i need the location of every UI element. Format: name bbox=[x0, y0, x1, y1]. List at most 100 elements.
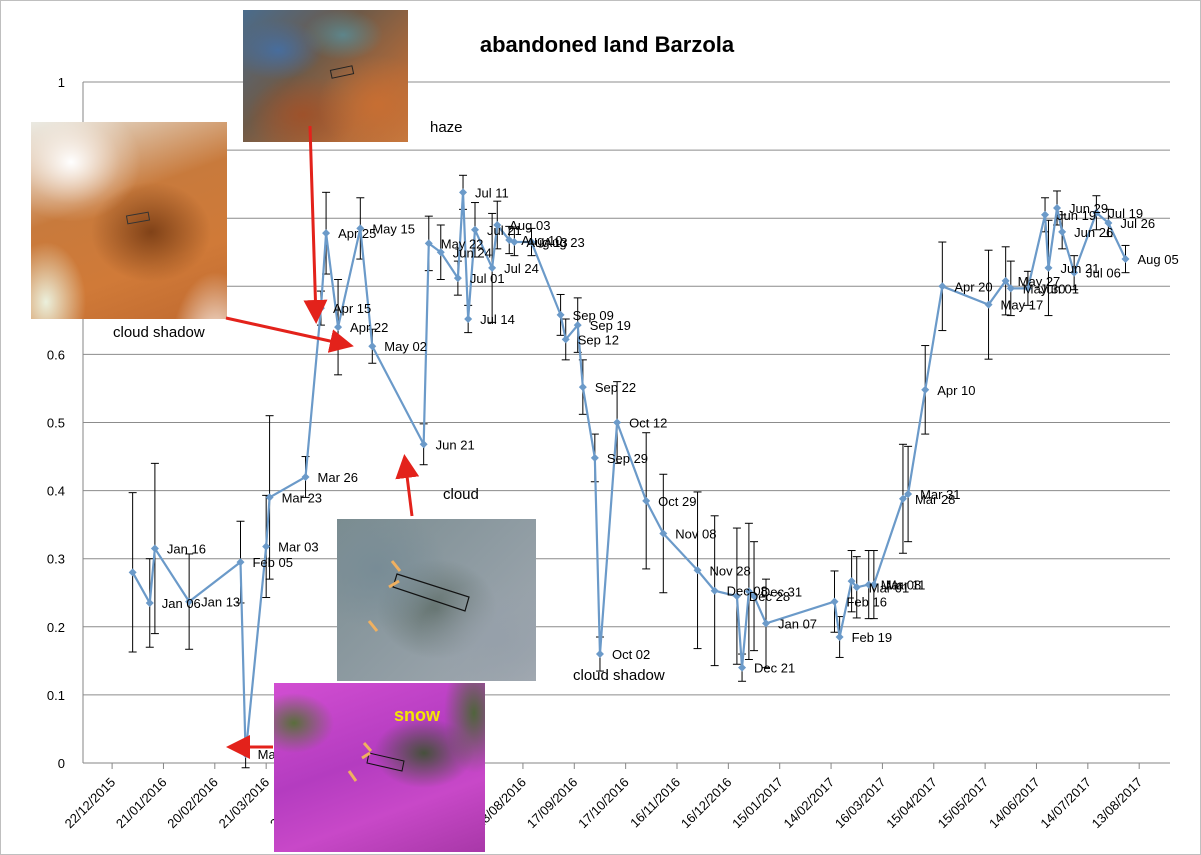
data-point bbox=[1053, 203, 1062, 212]
data-label: Jan 13 bbox=[201, 595, 240, 610]
data-point bbox=[738, 663, 747, 672]
cloud-field-marker bbox=[367, 560, 470, 632]
data-point bbox=[1121, 255, 1130, 264]
snow-field-marker bbox=[347, 742, 405, 782]
data-label: Apr 20 bbox=[954, 279, 992, 294]
data-point bbox=[265, 493, 274, 502]
data-label: Apr 15 bbox=[333, 301, 371, 316]
data-point bbox=[642, 496, 651, 505]
data-point bbox=[464, 314, 473, 323]
data-point bbox=[847, 577, 856, 586]
data-point bbox=[301, 472, 310, 481]
x-tick-label: 14/07/2017 bbox=[1037, 775, 1094, 832]
data-label: Jun 21 bbox=[436, 437, 475, 452]
data-label: May 22 bbox=[441, 236, 484, 251]
data-point bbox=[898, 494, 907, 503]
data-label: Sep 12 bbox=[578, 332, 619, 347]
cloud-shadow-annotation-2: cloud shadow bbox=[573, 667, 665, 684]
data-point bbox=[561, 335, 570, 344]
data-label: Jan 06 bbox=[162, 596, 201, 611]
data-label: Mar 23 bbox=[282, 490, 322, 505]
data-label: Feb 05 bbox=[252, 555, 292, 570]
data-point bbox=[322, 229, 331, 238]
data-point bbox=[334, 323, 343, 332]
data-label: Mar 03 bbox=[278, 539, 318, 554]
data-label: Jun 26 bbox=[1074, 225, 1113, 240]
data-label: Jul 26 bbox=[1120, 216, 1155, 231]
data-label: Apr 10 bbox=[937, 383, 975, 398]
data-label: Jul 11 bbox=[475, 185, 509, 200]
snow-annotation: snow bbox=[394, 705, 441, 725]
data-point bbox=[613, 418, 622, 427]
y-tick-label: 0.4 bbox=[47, 484, 65, 499]
data-label: Aug 23 bbox=[543, 235, 584, 250]
data-point bbox=[1001, 276, 1010, 285]
data-point bbox=[904, 490, 913, 499]
data-label: Jan 16 bbox=[167, 541, 206, 556]
data-point bbox=[453, 274, 462, 283]
data-point bbox=[471, 225, 480, 234]
data-label: Jul 24 bbox=[504, 261, 539, 276]
data-label: Aug 03 bbox=[509, 218, 550, 233]
data-label: Jun 19 bbox=[1057, 208, 1096, 223]
x-tick-label: 15/05/2017 bbox=[935, 775, 992, 832]
data-point bbox=[852, 583, 861, 592]
cloud-shadow-thumbnail bbox=[31, 122, 227, 319]
x-tick-label: 22/12/2015 bbox=[62, 775, 119, 832]
data-label: Sep 09 bbox=[573, 308, 614, 323]
data-label: Aug 13 bbox=[526, 235, 567, 250]
data-label: Sep 19 bbox=[590, 318, 631, 333]
x-tick-label: 13/08/2017 bbox=[1089, 775, 1146, 832]
data-point bbox=[505, 235, 514, 244]
data-point bbox=[595, 650, 604, 659]
data-label: Oct 02 bbox=[612, 647, 650, 662]
data-point bbox=[419, 440, 428, 449]
data-point bbox=[869, 580, 878, 589]
data-label: Mar 31 bbox=[920, 487, 960, 502]
data-label: Apr 22 bbox=[350, 320, 388, 335]
data-label: Aug 10 bbox=[521, 233, 562, 248]
data-label: Dec 31 bbox=[761, 584, 802, 599]
data-point bbox=[510, 238, 519, 247]
data-label: Sep 29 bbox=[607, 451, 648, 466]
data-label: Jul 19 bbox=[1108, 206, 1143, 221]
x-tick-label: 21/03/2016 bbox=[216, 775, 273, 832]
data-point bbox=[864, 580, 873, 589]
data-label: Mar 28 bbox=[915, 492, 955, 507]
data-point bbox=[436, 248, 445, 257]
y-tick-label: 0.6 bbox=[47, 347, 65, 362]
data-point bbox=[241, 750, 250, 759]
data-point bbox=[710, 586, 719, 595]
x-tick-label: 14/02/2017 bbox=[781, 775, 838, 832]
data-label: Mar 11 bbox=[886, 578, 926, 593]
data-point bbox=[493, 221, 502, 230]
data-point bbox=[236, 558, 245, 567]
data-label: Mar 01 bbox=[869, 580, 909, 595]
x-tick-label: 17/10/2016 bbox=[575, 775, 632, 832]
data-point bbox=[762, 619, 771, 628]
data-label: Aug 05 bbox=[1137, 252, 1178, 267]
data-label: May 30 bbox=[1023, 281, 1066, 296]
data-point bbox=[1006, 284, 1015, 293]
data-point bbox=[368, 342, 377, 351]
data-label: May 27 bbox=[1018, 274, 1061, 289]
data-point bbox=[316, 304, 325, 313]
x-tick-label: 15/04/2017 bbox=[883, 775, 940, 832]
data-label: May 15 bbox=[372, 221, 415, 236]
x-tick-label: 15/01/2017 bbox=[729, 775, 786, 832]
data-point bbox=[185, 597, 194, 606]
y-tick-label: 1 bbox=[58, 75, 65, 90]
x-tick-label: 16/03/2017 bbox=[832, 775, 889, 832]
y-tick-label: 0 bbox=[58, 756, 65, 771]
cloud-annotation: cloud bbox=[443, 486, 479, 503]
data-point bbox=[1041, 210, 1050, 219]
data-label: Jul 06 bbox=[1086, 266, 1121, 281]
data-point bbox=[1058, 227, 1067, 236]
data-label: May 17 bbox=[1001, 298, 1044, 313]
data-label: Jun 01 bbox=[1040, 281, 1079, 296]
data-point bbox=[150, 544, 159, 553]
data-point bbox=[573, 321, 582, 330]
data-label: Jul 01 bbox=[470, 271, 505, 286]
x-tick-label: 16/11/2016 bbox=[627, 775, 683, 831]
